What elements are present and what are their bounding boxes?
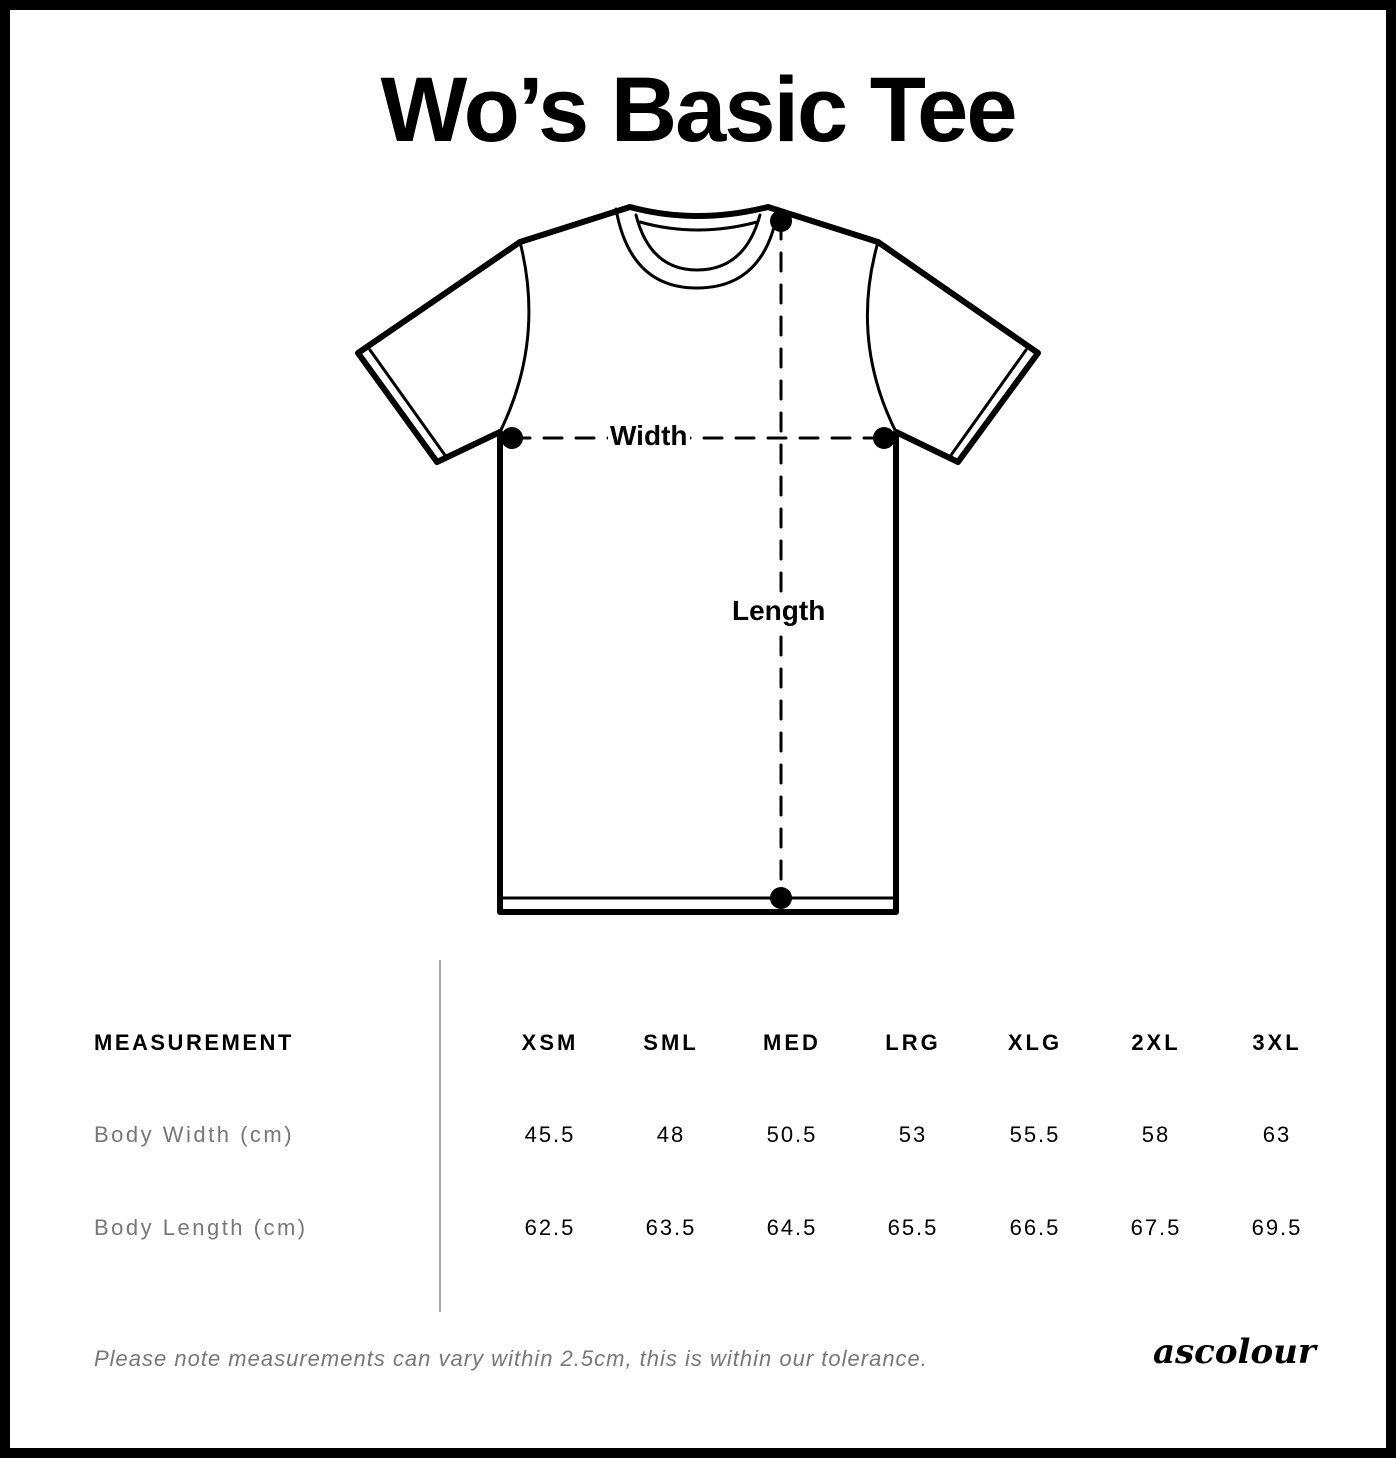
table-cell: 69.5 <box>1251 1215 1303 1240</box>
tshirt-diagram <box>355 204 1041 915</box>
size-header: MED <box>763 1030 821 1055</box>
right-cuff <box>947 348 1028 460</box>
measure-point <box>873 427 895 449</box>
table-cell: 67.5 <box>1130 1215 1182 1240</box>
collar-back <box>638 220 759 232</box>
size-chart: Wo’s Basic Tee Width Length MEASUREMENT … <box>10 10 1386 1448</box>
table-cell: 62.5 <box>524 1215 576 1240</box>
measure-point <box>770 210 792 232</box>
table-cell: 55.5 <box>1009 1122 1061 1147</box>
row-label: Body Length (cm) <box>94 1215 308 1240</box>
measure-point <box>770 887 792 909</box>
shirt-outline <box>355 204 1041 915</box>
measure-point <box>501 427 523 449</box>
size-header: LRG <box>885 1030 941 1055</box>
table-cell: 66.5 <box>1009 1215 1061 1240</box>
table-cell: 58 <box>1141 1122 1171 1147</box>
table-cell: 50.5 <box>766 1122 818 1147</box>
size-header: XSM <box>521 1030 579 1055</box>
tolerance-note: Please note measurements can vary within… <box>94 1346 928 1371</box>
length-label: Length <box>730 595 828 627</box>
row-label: Body Width (cm) <box>94 1122 295 1147</box>
table-cell: 63.5 <box>645 1215 697 1240</box>
table-cell: 45.5 <box>524 1122 576 1147</box>
table-cell: 63 <box>1262 1122 1292 1147</box>
left-sleeve-seam <box>498 240 531 434</box>
table-cell: 65.5 <box>887 1215 939 1240</box>
size-header: 3XL <box>1252 1030 1302 1055</box>
width-label: Width <box>608 420 690 452</box>
collar-inner <box>634 213 762 272</box>
measurement-header: MEASUREMENT <box>94 1030 294 1055</box>
size-header: SML <box>643 1030 699 1055</box>
brand-logo: ascolour <box>1153 1332 1316 1372</box>
size-header: 2XL <box>1131 1030 1181 1055</box>
page-title: Wo’s Basic Tee <box>380 59 1017 161</box>
left-cuff <box>368 348 449 460</box>
table-cell: 48 <box>656 1122 686 1147</box>
table-cell: 53 <box>898 1122 928 1147</box>
table-cell: 64.5 <box>766 1215 818 1240</box>
size-header: XLG <box>1007 1030 1063 1055</box>
collar-outer <box>614 207 780 290</box>
right-sleeve-seam <box>865 240 898 434</box>
table-divider <box>439 960 441 1312</box>
